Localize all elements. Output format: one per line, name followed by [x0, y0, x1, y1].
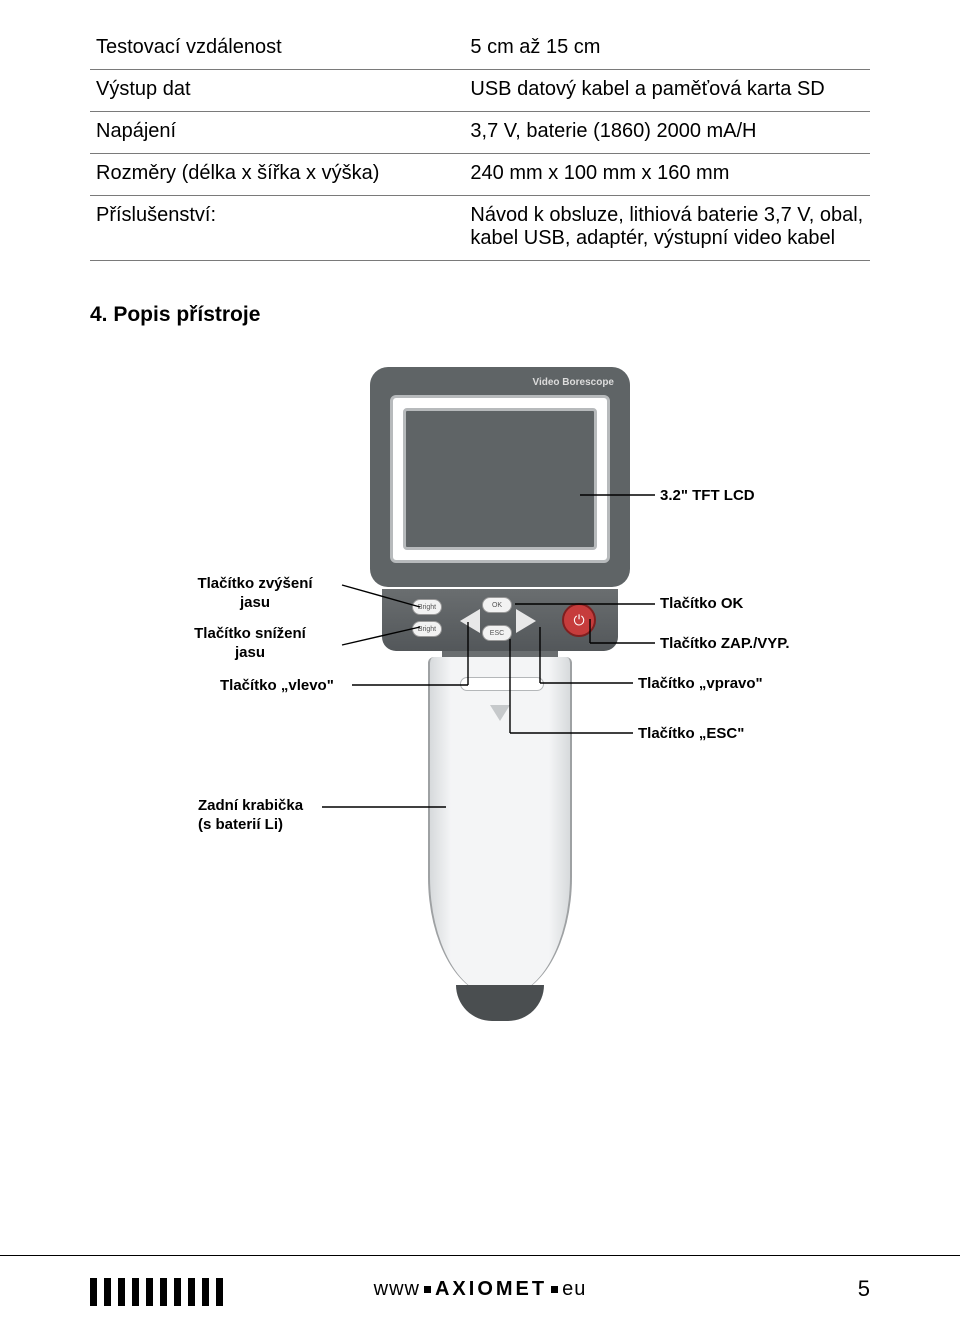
spec-table: Testovací vzdálenost 5 cm až 15 cm Výstu… [90, 28, 870, 261]
callout-power-button: Tlačítko ZAP./VYP. [660, 635, 790, 654]
table-row: Testovací vzdálenost 5 cm až 15 cm [90, 28, 870, 70]
callout-line: (s baterií Li) [198, 816, 303, 835]
dot-icon [551, 1286, 558, 1293]
callout-line: jasu [160, 644, 340, 663]
device-diagram: Video Borescope Bright Bright OK ESC ⏻ 3… [90, 357, 870, 1077]
footer-www: www [374, 1278, 420, 1300]
spec-value: Návod k obsluze, lithiová baterie 3,7 V,… [464, 196, 870, 261]
handle-arrow-icon [490, 705, 510, 721]
right-arrow-button [516, 609, 536, 633]
device-screen [403, 408, 597, 550]
esc-button: ESC [482, 625, 512, 641]
callout-esc-button: Tlačítko „ESC" [638, 725, 744, 744]
callout-line: jasu [170, 594, 340, 613]
dot-icon [424, 1286, 431, 1293]
callout-line: Tlačítko zvýšení [170, 575, 340, 594]
spec-label: Výstup dat [90, 70, 464, 112]
callout-brightness-up: Tlačítko zvýšení jasu [170, 575, 340, 613]
ok-button: OK [482, 597, 512, 613]
brightness-up-button: Bright [412, 599, 442, 615]
left-arrow-button [460, 609, 480, 633]
device-screen-bezel: Video Borescope [370, 367, 630, 587]
handle-slot [460, 677, 544, 691]
callout-left-button: Tlačítko „vlevo" [220, 677, 334, 696]
page-number: 5 [858, 1276, 870, 1302]
spec-label: Rozměry (délka x šířka x výška) [90, 154, 464, 196]
callout-tft-lcd: 3.2" TFT LCD [660, 487, 755, 506]
brightness-down-button: Bright [412, 621, 442, 637]
spec-label: Testovací vzdálenost [90, 28, 464, 70]
callout-brightness-down: Tlačítko snížení jasu [160, 625, 340, 663]
callout-ok-button: Tlačítko OK [660, 595, 743, 614]
spec-label: Příslušenství: [90, 196, 464, 261]
table-row: Napájení 3,7 V, baterie (1860) 2000 mA/H [90, 112, 870, 154]
footer-tld: eu [562, 1278, 586, 1300]
spec-value: 3,7 V, baterie (1860) 2000 mA/H [464, 112, 870, 154]
footer-brand: AXIOMET [435, 1278, 547, 1300]
page: Testovací vzdálenost 5 cm až 15 cm Výstu… [0, 0, 960, 1325]
device-top-label: Video Borescope [532, 377, 614, 388]
table-row: Výstup dat USB datový kabel a paměťová k… [90, 70, 870, 112]
device-handle-cap [456, 985, 544, 1021]
callout-line: Zadní krabička [198, 797, 303, 816]
footer-url: www AXIOMET eu [0, 1278, 960, 1301]
section-heading: 4. Popis přístroje [90, 303, 870, 327]
callout-right-button: Tlačítko „vpravo" [638, 675, 763, 694]
table-row: Příslušenství: Návod k obsluze, lithiová… [90, 196, 870, 261]
device-handle [428, 657, 572, 997]
callout-back-box: Zadní krabička (s baterií Li) [198, 797, 303, 835]
page-footer: www AXIOMET eu 5 [0, 1255, 960, 1325]
spec-value: 5 cm až 15 cm [464, 28, 870, 70]
spec-value: 240 mm x 100 mm x 160 mm [464, 154, 870, 196]
power-button: ⏻ [562, 603, 596, 637]
device-screen-frame [390, 395, 610, 563]
spec-value: USB datový kabel a paměťová karta SD [464, 70, 870, 112]
table-row: Rozměry (délka x šířka x výška) 240 mm x… [90, 154, 870, 196]
spec-label: Napájení [90, 112, 464, 154]
callout-line: Tlačítko snížení [160, 625, 340, 644]
device-keypad: Bright Bright OK ESC ⏻ [382, 589, 618, 651]
